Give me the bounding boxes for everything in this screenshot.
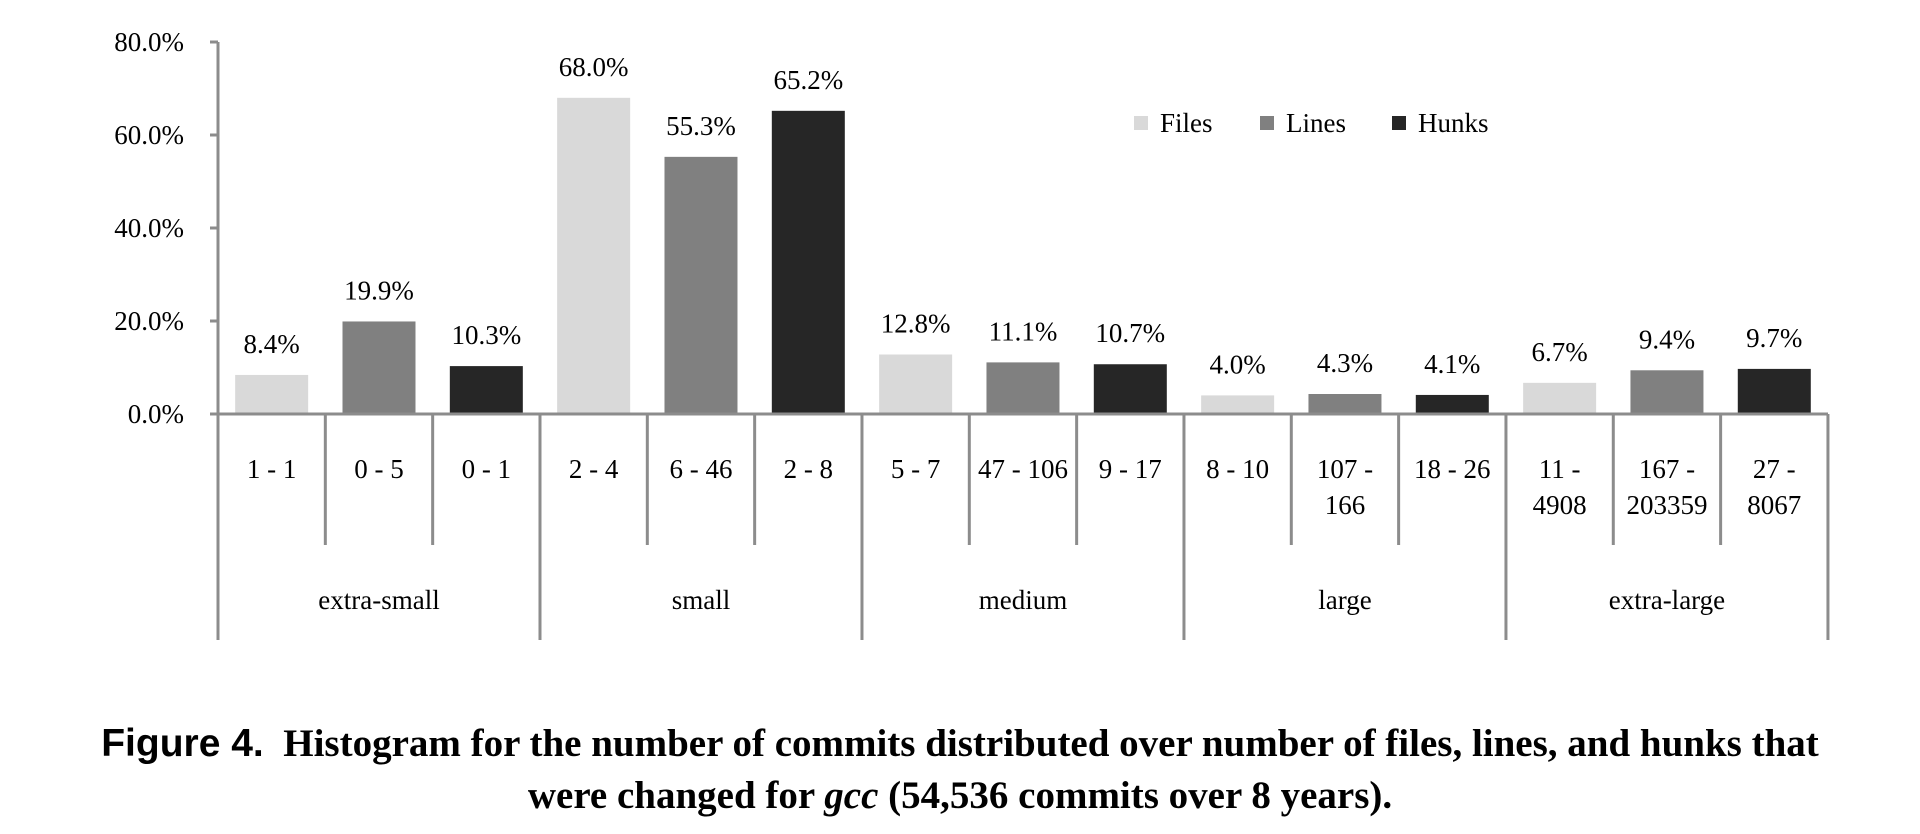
legend-swatch xyxy=(1392,116,1406,130)
bar xyxy=(1630,370,1704,414)
data-label: 9.7% xyxy=(1746,323,1802,353)
legend-swatch xyxy=(1134,116,1148,130)
data-label: 11.1% xyxy=(989,316,1058,346)
x-tick-label: 27 - xyxy=(1753,454,1796,484)
bar xyxy=(342,321,416,414)
caption-italic-gcc: gcc xyxy=(824,774,879,817)
data-label: 65.2% xyxy=(773,65,843,95)
y-tick-label: 80.0% xyxy=(114,27,184,57)
caption-line-1: Figure 4. Histogram for the number of co… xyxy=(0,718,1920,770)
caption-text-part2: were changed for xyxy=(527,774,815,817)
x-tick-label: 167 - xyxy=(1639,454,1695,484)
x-tick-label: 2 - 8 xyxy=(784,454,834,484)
caption-text-part3: (54,536 commits over 8 years). xyxy=(888,774,1393,817)
data-label: 68.0% xyxy=(559,52,629,82)
x-tick-label: 1 - 1 xyxy=(247,454,297,484)
x-tick-label: 5 - 7 xyxy=(891,454,941,484)
bar xyxy=(879,354,953,414)
histogram-chart: 0.0% 20.0% 40.0% 60.0% 80.0% 8.4% 19.9% 10.3% 6… xyxy=(114,27,1830,640)
data-label: 55.3% xyxy=(666,111,736,141)
bar xyxy=(771,110,845,414)
x-tick-label: 18 - 26 xyxy=(1414,454,1491,484)
data-label: 12.8% xyxy=(881,308,951,338)
bar xyxy=(1415,394,1489,414)
group-label: large xyxy=(1318,585,1371,615)
x-tick-label: 6 - 46 xyxy=(669,454,732,484)
data-label: 19.9% xyxy=(344,275,414,305)
group-label: small xyxy=(672,585,731,615)
bar xyxy=(1308,394,1382,414)
data-label: 4.1% xyxy=(1424,349,1480,379)
bar xyxy=(557,97,631,415)
caption-figure-label: Figure 4. xyxy=(101,722,264,765)
caption-text-part1: Histogram for the number of commits dist… xyxy=(283,722,1819,765)
data-label: 10.3% xyxy=(451,320,521,350)
legend-swatch xyxy=(1260,116,1274,130)
data-label: 8.4% xyxy=(244,329,300,359)
bar xyxy=(235,374,309,414)
bar xyxy=(1201,395,1275,414)
bar xyxy=(664,156,738,415)
legend-label: Lines xyxy=(1286,108,1346,138)
x-tick-label: 4908 xyxy=(1533,490,1587,520)
x-tick-label: 9 - 17 xyxy=(1099,454,1162,484)
group-label: extra-small xyxy=(318,585,439,615)
x-tick-label: 166 xyxy=(1325,490,1366,520)
y-tick-label: 20.0% xyxy=(114,306,184,336)
figure-caption: Figure 4. Histogram for the number of co… xyxy=(0,718,1920,822)
x-tick-label: 8 - 10 xyxy=(1206,454,1269,484)
x-tick-label: 47 - 106 xyxy=(978,454,1068,484)
bar xyxy=(986,362,1060,414)
data-label: 10.7% xyxy=(1095,318,1165,348)
x-tick-label: 203359 xyxy=(1626,490,1707,520)
x-tick-label: 8067 xyxy=(1747,490,1801,520)
bar xyxy=(1737,368,1811,414)
data-label: 9.4% xyxy=(1639,324,1695,354)
x-tick-label: 0 - 5 xyxy=(354,454,404,484)
bars: 8.4% 19.9% 10.3% 68.0% 55.3% 65.2% 12.8% 11.1% 1… xyxy=(235,52,1811,415)
group-label: extra-large xyxy=(1609,585,1725,615)
caption-line-2: were changed for gcc (54,536 commits ove… xyxy=(0,770,1920,822)
group-label: medium xyxy=(979,585,1068,615)
y-axis: 0.0% 20.0% 40.0% 60.0% 80.0% xyxy=(114,27,220,429)
x-tick-label: 0 - 1 xyxy=(462,454,512,484)
legend-label: Files xyxy=(1160,108,1213,138)
y-tick-label: 0.0% xyxy=(128,399,184,429)
legend: Files Lines Hunks xyxy=(1134,108,1489,138)
x-tick-label: 107 - xyxy=(1317,454,1373,484)
y-tick-label: 40.0% xyxy=(114,213,184,243)
bar xyxy=(1523,382,1597,414)
legend-label: Hunks xyxy=(1418,108,1489,138)
data-label: 6.7% xyxy=(1532,337,1588,367)
data-label: 4.3% xyxy=(1317,348,1373,378)
data-label: 4.0% xyxy=(1210,349,1266,379)
x-axis: 1 - 1 0 - 5 0 - 1 extra-small 2 - 4 6 - 46 2 -… xyxy=(216,412,1830,640)
bar xyxy=(449,366,523,414)
bar xyxy=(1093,364,1167,414)
x-tick-label: 2 - 4 xyxy=(569,454,619,484)
y-tick-label: 60.0% xyxy=(114,120,184,150)
x-tick-label: 11 - xyxy=(1539,454,1581,484)
